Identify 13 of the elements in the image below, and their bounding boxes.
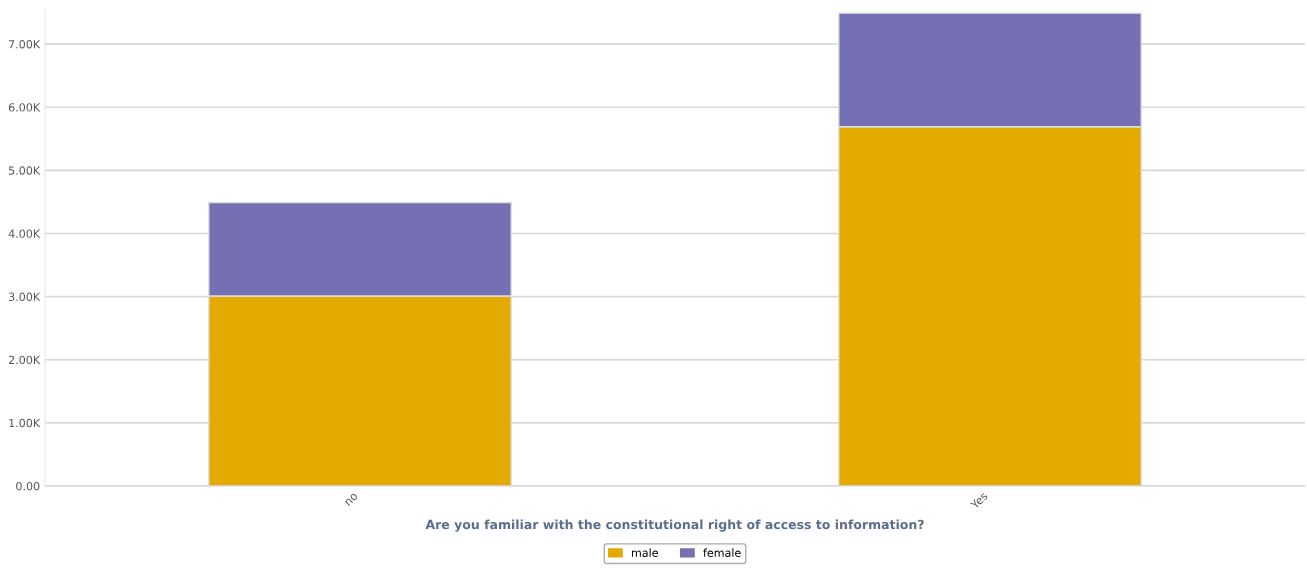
y-tick-label: 5.00K <box>8 166 41 175</box>
x-tick-label: Yes <box>969 491 989 510</box>
y-tick-label: 1.00K <box>9 418 41 428</box>
x-axis-title: Are you familiar with the constitutional right of access to information? <box>425 519 924 532</box>
legend-label: female <box>703 548 741 557</box>
y-tick-label: 7.00K <box>9 40 41 49</box>
y-tick-label: 2.00K <box>8 355 41 365</box>
y-tick-label: 0.00 <box>16 481 40 491</box>
y-tick-label: 6.00K <box>8 103 41 112</box>
x-tick-label: no <box>344 492 359 507</box>
y-tick-label: 4.00K <box>8 229 41 238</box>
legend-label: male <box>631 548 658 557</box>
y-tick-label: 3.00K <box>8 292 41 301</box>
